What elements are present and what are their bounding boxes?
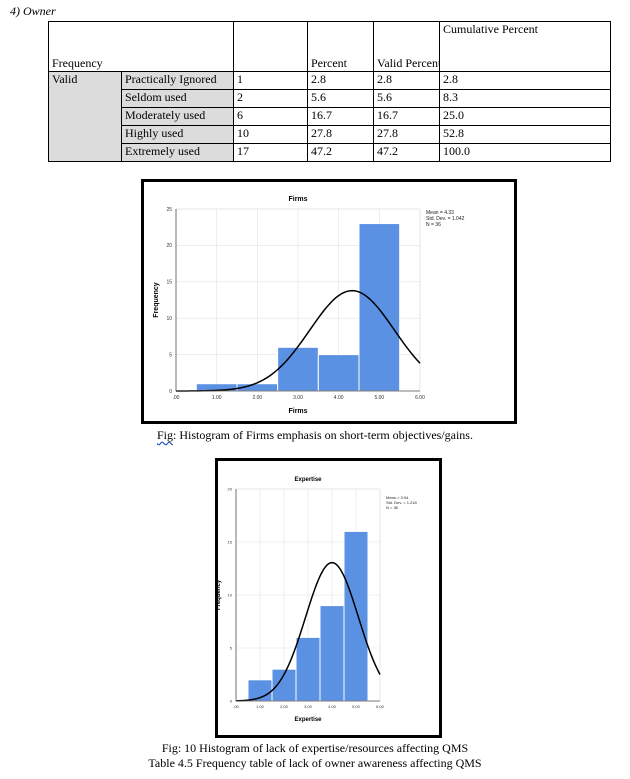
row-valid-percent: 5.6 <box>373 89 440 108</box>
header-valid-percent: Valid Percent <box>373 21 440 72</box>
x-tick-label: 5.00 <box>374 395 384 401</box>
histogram-bar <box>277 346 319 392</box>
caption-lead: Fig <box>157 428 174 442</box>
y-tick-label: 0 <box>169 389 172 395</box>
row-percent: 2.8 <box>307 71 374 90</box>
header-cumulative-percent: Cumulative Percent <box>438 21 612 72</box>
x-axis-label: Firms <box>288 408 307 415</box>
y-tick-label: 15 <box>166 280 172 286</box>
row-cumulative-percent: 100.0 <box>438 143 612 162</box>
expertise-histogram: 0 5 10 15 20 .00 1.00 2.00 3.00 4.00 5.00 6.00 Exper… <box>218 477 417 723</box>
row-cumulative-percent: 2.8 <box>438 71 612 90</box>
row-percent: 5.6 <box>307 89 374 108</box>
y-tick-label: 5 <box>230 645 233 650</box>
x-tick-label: 4.00 <box>328 704 337 709</box>
x-tick-label: 2.00 <box>252 395 262 401</box>
x-tick-label: 1.00 <box>212 395 222 401</box>
row-label: Extremely used <box>121 143 234 162</box>
x-tick-label: 3.00 <box>293 395 303 401</box>
chart-title: Expertise <box>294 477 322 483</box>
row-frequency: 6 <box>233 107 308 126</box>
row-frequency: 2 <box>233 89 308 108</box>
x-tick-label: 6.00 <box>376 704 385 709</box>
x-tick-label: 5.00 <box>352 704 361 709</box>
x-tick-label: 2.00 <box>280 704 289 709</box>
y-tick-label: 5 <box>169 352 172 358</box>
y-tick-label: 0 <box>230 698 233 703</box>
header-percent: Percent <box>307 21 374 72</box>
y-tick-label: 10 <box>166 316 172 322</box>
y-tick-label: 10 <box>228 592 233 597</box>
table-row: Seldom used 2 5.6 5.6 8.3 <box>49 89 612 108</box>
row-cumulative-percent: 25.0 <box>438 107 612 126</box>
histogram-bar <box>343 530 369 702</box>
y-tick-label: 20 <box>166 243 172 249</box>
expertise-histogram-frame: 0 5 10 15 20 .00 1.00 2.00 3.00 4.00 5.00 6.00 Exper… <box>215 458 442 738</box>
caption-text: : Histogram of Firms emphasis on short-t… <box>173 428 473 442</box>
figure-caption-firms: Fig: Histogram of Firms emphasis on shor… <box>0 428 630 443</box>
histogram-bar <box>319 605 345 702</box>
y-tick-label: 25 <box>166 207 172 213</box>
x-tick-label: 6.00 <box>415 395 425 401</box>
row-label: Practically Ignored <box>121 71 234 90</box>
row-valid-percent: 16.7 <box>373 107 440 126</box>
x-tick-label: 1.00 <box>256 704 265 709</box>
stats-label: Std. Dev. = 1.218 <box>386 500 417 505</box>
stats-label: Std. Dev. = 1.042 <box>426 216 465 222</box>
header-empty <box>233 21 308 72</box>
stats-label: Mean = 4.33 <box>426 210 454 216</box>
stats-label: Mean = 3.94 <box>386 495 409 500</box>
row-label: Seldom used <box>121 89 234 108</box>
y-axis-label: Frequency <box>153 282 160 318</box>
histogram-bar <box>295 636 321 702</box>
row-label: Moderately used <box>121 107 234 126</box>
figure-caption-expertise: Fig: 10 Histogram of lack of expertise/r… <box>161 741 469 755</box>
row-percent: 47.2 <box>307 143 374 162</box>
y-tick-label: 15 <box>228 539 233 544</box>
x-tick-label: 4.00 <box>334 395 344 401</box>
row-valid-percent: 47.2 <box>373 143 440 162</box>
normal-curve <box>235 561 381 702</box>
firms-histogram-frame: 0 5 10 15 20 25 .00 1.00 2.00 3.00 4.00 5.00 6.00 Fir… <box>141 179 517 424</box>
table-caption: Table 4.5 Frequency table of lack of own… <box>148 756 482 770</box>
row-percent: 27.8 <box>307 125 374 144</box>
x-tick-label: .00 <box>173 395 180 401</box>
row-cumulative-percent: 52.8 <box>438 125 612 144</box>
group-label: Valid <box>48 71 122 162</box>
x-tick-label: .00 <box>233 704 239 709</box>
table-row: Extremely used 17 47.2 47.2 100.0 <box>49 143 612 162</box>
row-valid-percent: 27.8 <box>373 125 440 144</box>
histogram-bar <box>358 223 401 392</box>
x-tick-label: 3.00 <box>304 704 313 709</box>
x-axis-label: Expertise <box>294 717 322 723</box>
firms-histogram: 0 5 10 15 20 25 .00 1.00 2.00 3.00 4.00 5.00 6.00 Fir… <box>153 196 465 415</box>
y-tick-label: 20 <box>228 486 233 491</box>
header-frequency: Frequency <box>48 21 234 72</box>
row-percent: 16.7 <box>307 107 374 126</box>
stats-label: N = 36 <box>426 222 441 228</box>
table-row: Valid Practically Ignored 1 2.8 2.8 2.8 <box>48 71 612 162</box>
table-row: Moderately used 6 16.7 16.7 25.0 <box>49 107 612 126</box>
row-frequency: 10 <box>233 125 308 144</box>
row-frequency: 1 <box>233 71 308 90</box>
row-frequency: 17 <box>233 143 308 162</box>
chart-title: Firms <box>288 196 307 203</box>
stats-label: N = 36 <box>386 505 399 510</box>
table-row: Highly used 10 27.8 27.8 52.8 <box>49 125 612 144</box>
row-valid-percent: 2.8 <box>373 71 440 90</box>
section-title: 4) Owner <box>10 4 56 18</box>
y-axis-label: Frequency <box>218 579 222 610</box>
histogram-bar <box>317 354 360 392</box>
row-cumulative-percent: 8.3 <box>438 89 612 108</box>
table-header-row: Frequency Percent Valid Percent Cumulati… <box>48 21 612 72</box>
normal-curve <box>176 289 421 392</box>
frequency-table: Frequency Percent Valid Percent Cumulati… <box>48 21 612 162</box>
row-label: Highly used <box>121 125 234 144</box>
